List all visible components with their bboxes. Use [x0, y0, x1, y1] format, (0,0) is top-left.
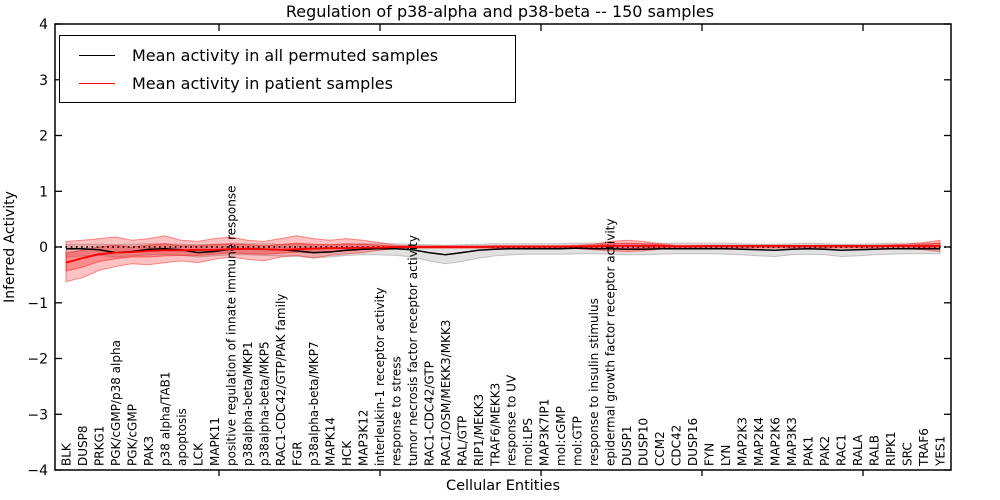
- x-category-label: LYN: [719, 445, 733, 466]
- x-category-label: RIPK1: [884, 431, 898, 466]
- x-category-label: SRC: [901, 442, 915, 466]
- x-category-label: PAK1: [802, 436, 816, 466]
- x-category-label: RAC1: [835, 434, 849, 466]
- y-tick-label: −3: [27, 407, 48, 423]
- series-line-patient: [65, 244, 940, 264]
- x-category-label: DUSP16: [686, 418, 700, 466]
- x-category-label: p38alpha-beta/MKP1: [241, 341, 255, 466]
- x-category-label: DUSP8: [76, 425, 90, 466]
- x-axis-title: Cellular Entities: [445, 478, 561, 494]
- x-category-label: MAP3K7IP1: [538, 399, 552, 466]
- x-category-label: RAC1-CDC42/GTP/PAK family: [274, 294, 288, 466]
- legend-item-patient: Mean activity in patient samples: [60, 69, 515, 97]
- x-category-label: mol:GTP: [571, 416, 585, 466]
- x-category-label: response to stress: [389, 356, 403, 466]
- legend: Mean activity in all permuted samples Me…: [59, 35, 516, 103]
- legend-label-permuted: Mean activity in all permuted samples: [132, 45, 439, 65]
- x-category-label: RIP1/MEKK3: [472, 394, 486, 466]
- y-tick-label: 3: [39, 73, 48, 89]
- x-category-label: p38 alpha/TAB1: [158, 372, 172, 466]
- x-category-label: mol:LPS: [521, 418, 535, 466]
- x-category-label: RAL/GTP: [455, 416, 469, 466]
- y-tick-label: 4: [39, 17, 48, 33]
- y-tick-label: 1: [39, 184, 48, 200]
- x-category-label: HCK: [340, 440, 354, 466]
- x-category-label: RALA: [851, 434, 865, 466]
- y-tick-label: 0: [39, 240, 48, 256]
- x-category-label: MAP3K3: [785, 417, 799, 466]
- legend-item-permuted: Mean activity in all permuted samples: [60, 41, 515, 69]
- x-category-label: response to insulin stimulus: [587, 298, 601, 466]
- x-category-label: p38alpha-beta/MKP7: [307, 341, 321, 466]
- x-category-label: PAK3: [142, 436, 156, 466]
- x-category-label: DUSP10: [637, 418, 651, 466]
- x-category-label: PGK/cGMP/p38 alpha: [109, 340, 123, 466]
- x-category-label: FYN: [703, 443, 717, 466]
- chart-title: Regulation of p38-alpha and p38-beta -- …: [285, 2, 715, 21]
- x-category-label: MAP2K3: [736, 417, 750, 466]
- legend-label-patient: Mean activity in patient samples: [132, 73, 393, 93]
- x-category-label: TRAF6: [917, 428, 931, 467]
- x-category-label: response to UV: [505, 374, 519, 466]
- x-category-label: FGR: [290, 441, 304, 466]
- x-category-label: CCM2: [653, 431, 667, 466]
- x-category-label: mol:cGMP: [554, 406, 568, 466]
- y-tick-label: −1: [27, 296, 48, 312]
- x-category-label: TRAF6/MEKK3: [488, 383, 502, 467]
- x-category-label: LCK: [191, 442, 205, 466]
- x-category-label: MAP2K4: [752, 417, 766, 466]
- x-category-label: PGK/cGMP: [126, 404, 140, 466]
- x-category-label: MAP3K12: [356, 409, 370, 466]
- x-category-label: YES1: [934, 436, 948, 467]
- legend-line-sample-permuted: [79, 54, 115, 56]
- x-category-label: MAPK14: [323, 417, 337, 466]
- x-category-label: CDC42: [670, 425, 684, 466]
- x-category-label: RAC1-CDC42/GTP: [422, 361, 436, 466]
- y-axis-title: Inferred Activity: [2, 191, 18, 303]
- x-category-label: tumor necrosis factor receptor activity: [406, 235, 420, 466]
- y-tick-label: 2: [39, 129, 48, 145]
- y-tick-label: −2: [27, 352, 48, 368]
- legend-line-sample-patient: [79, 82, 115, 84]
- x-category-label: RAC1/OSM/MEKK3/MKK3: [439, 320, 453, 466]
- x-category-label: RALB: [868, 435, 882, 466]
- x-category-label: p38alpha-beta/MKP5: [257, 341, 271, 466]
- x-category-label: PAK2: [818, 436, 832, 466]
- x-category-label: MAP2K6: [769, 417, 783, 466]
- x-category-label: positive regulation of innate immune res…: [224, 186, 238, 466]
- x-category-label: DUSP1: [620, 425, 634, 466]
- x-category-label: PRKG1: [93, 426, 107, 466]
- y-tick-label: −4: [27, 463, 48, 479]
- x-category-label: epidermal growth factor receptor activit…: [604, 219, 618, 466]
- series-line-permuted: [66, 247, 940, 256]
- x-category-label: BLK: [60, 442, 74, 466]
- x-category-label: apoptosis: [175, 408, 189, 466]
- x-category-label: MAPK11: [208, 417, 222, 466]
- x-category-label: interleukin-1 receptor activity: [373, 287, 387, 466]
